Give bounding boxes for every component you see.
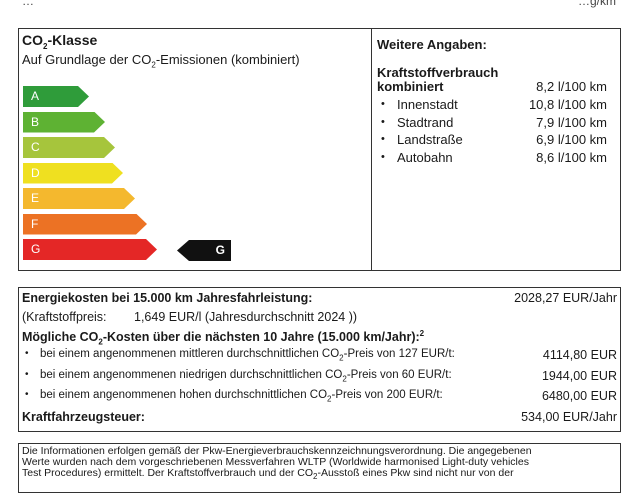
bullet-icon: • — [25, 348, 29, 359]
bullet-icon: • — [381, 150, 385, 163]
co2-cost-row-label: bei einem angenommenen niedrigen durchsc… — [40, 368, 452, 383]
vehicle-tax-label: Kraftfahrzeugsteuer: — [22, 410, 145, 424]
selected-class-indicator: G — [177, 240, 231, 261]
class-bar-c: C — [23, 137, 115, 158]
class-bar-e: E — [23, 188, 135, 209]
co2-cost-heading: Mögliche CO2-Kosten über die nächsten 10… — [22, 329, 425, 347]
top-clipped-right: …g/km — [577, 0, 616, 8]
costs-panel: Energiekosten bei 15.000 km Jahresfahrle… — [18, 287, 621, 432]
fuel-row-value: 6,9 l/100 km — [536, 132, 607, 147]
fuel-consumption-label: Kraftstoffverbrauch — [377, 65, 499, 80]
co2-class-subtitle: Auf Grundlage der CO2-Emissionen (kombin… — [22, 52, 300, 70]
info-disclaimer-panel: Die Informationen erfolgen gemäß der Pkw… — [18, 443, 621, 493]
co2-cost-row-value: 4114,80 EUR — [542, 348, 617, 362]
co2-cost-row-value: 1944,00 EUR — [541, 368, 617, 383]
info-disclaimer-text: Die Informationen erfolgen gemäß der Pkw… — [22, 446, 614, 482]
fuel-row-label: Innenstadt — [397, 97, 458, 112]
class-bar-b: B — [23, 111, 105, 133]
panel-divider — [371, 29, 372, 270]
fuel-price-label: (Kraftstoffpreis: — [22, 310, 107, 324]
fuel-row-label: Landstraße — [397, 132, 463, 147]
fuel-row-value: 7,9 l/100 km — [536, 114, 607, 130]
vehicle-tax-value: 534,00 EUR/Jahr — [521, 410, 617, 424]
class-bar-g: G — [23, 239, 157, 260]
co2-class-panel: CO2-Klasse Auf Grundlage der CO2-Emissio… — [18, 28, 621, 271]
energy-cost-label: Energiekosten bei 15.000 km Jahresfahrle… — [22, 291, 313, 305]
top-clipped-left: … — [22, 0, 34, 8]
fuel-price-value: 1,649 EUR/l (Jahresdurchschnitt 2024 )) — [134, 310, 358, 324]
co2-cost-row-label: bei einem angenommenen hohen durchschnit… — [40, 389, 443, 404]
info-line-2: Werte wurden nach dem vorgeschriebenen M… — [22, 456, 529, 468]
info-line-3: Test Procedures) ermittelt. Der Kraftsto… — [22, 467, 514, 482]
bullet-icon: • — [381, 133, 385, 145]
fuel-row-label: Stadtrand — [397, 114, 454, 130]
bullet-icon: • — [25, 368, 29, 380]
co2-cost-row-label: bei einem angenommenen mittleren durchsc… — [40, 348, 455, 363]
bullet-icon: • — [25, 389, 29, 400]
co2-class-title: CO2-Klasse — [22, 32, 98, 51]
fuel-combined-label: kombiniert — [377, 79, 444, 94]
bullet-icon: • — [381, 115, 385, 128]
top-clipped-row: … …g/km — [20, 0, 620, 14]
energy-cost-value: 2028,27 EUR/Jahr — [514, 291, 617, 305]
fuel-row-value: 8,6 l/100 km — [536, 149, 607, 165]
info-line-1: Die Informationen erfolgen gemäß der Pkw… — [22, 445, 532, 457]
fuel-row-value: 10,8 l/100 km — [528, 97, 607, 112]
class-bar-a: A — [23, 86, 89, 107]
class-bar-f: F — [23, 213, 147, 235]
bullet-icon: • — [381, 98, 385, 110]
class-bar-d: D — [23, 162, 123, 184]
co2-cost-row-value: 6480,00 EUR — [541, 389, 617, 403]
fuel-combined-value: 8,2 l/100 km — [536, 79, 607, 94]
weitere-angaben-title: Weitere Angaben: — [377, 37, 487, 52]
fuel-row-label: Autobahn — [397, 149, 453, 165]
